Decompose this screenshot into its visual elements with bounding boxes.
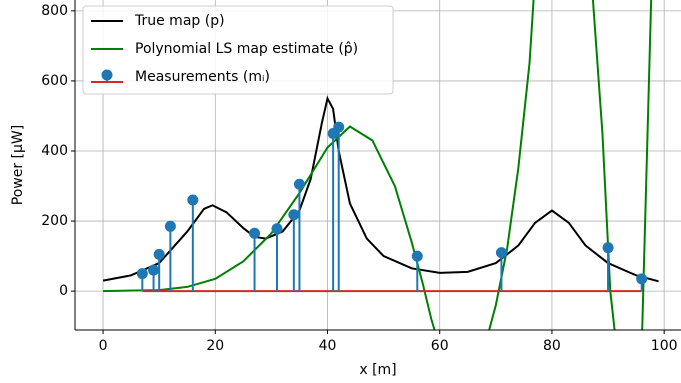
- series-line: [103, 0, 653, 330]
- x-tick-label: 100: [651, 338, 678, 354]
- legend-label: Polynomial LS map estimate (p̂): [135, 41, 358, 57]
- plot-area: [102, 0, 659, 330]
- stem-marker: [333, 121, 345, 133]
- x-tick-label: 40: [319, 338, 337, 354]
- series-line: [102, 95, 659, 283]
- stem-marker: [271, 223, 283, 235]
- legend-box: [82, 5, 394, 95]
- y-axis-label: Power [μW]: [10, 125, 26, 205]
- stem-marker: [411, 250, 423, 262]
- y-tick-label: 200: [41, 213, 68, 229]
- axes: 0 20 40 60 80 100 0 200 400 600 800: [41, 0, 681, 354]
- stem-marker: [249, 227, 261, 239]
- y-tick-label: 0: [59, 283, 68, 299]
- stem-marker: [136, 268, 148, 280]
- x-axis-label: x [m]: [359, 362, 396, 378]
- stem-marker: [187, 194, 199, 206]
- stem-marker: [148, 264, 160, 276]
- x-tick-label: 80: [543, 338, 561, 354]
- stem-marker: [495, 247, 507, 259]
- legend-swatch: [101, 69, 113, 81]
- y-tick-label: 600: [41, 73, 68, 89]
- x-tick-label: 20: [206, 338, 224, 354]
- stem-marker: [164, 220, 176, 232]
- legend-label: Measurements (mᵢ): [135, 69, 270, 85]
- stem-marker: [602, 242, 614, 254]
- legend-label: True map (p): [134, 13, 225, 29]
- y-tick-label: 400: [41, 143, 68, 159]
- y-tick-label: 800: [41, 3, 68, 19]
- x-tick-label: 0: [99, 338, 108, 354]
- stem-marker: [288, 209, 300, 221]
- stem-marker: [293, 178, 305, 190]
- x-tick-label: 60: [431, 338, 449, 354]
- legend: True map (p) Polynomial LS map estimate (…: [82, 5, 394, 95]
- stem-marker: [636, 273, 648, 285]
- stem-marker: [153, 248, 165, 260]
